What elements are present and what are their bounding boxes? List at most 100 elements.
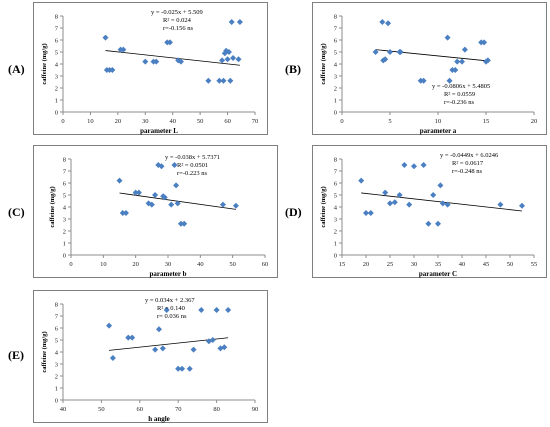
x-tick-label: 50 [229, 261, 236, 268]
data-point [372, 49, 379, 55]
data-point [367, 210, 374, 216]
data-point [435, 220, 441, 227]
x-tick-label: 30 [411, 261, 418, 268]
x-tick-label: 40 [197, 261, 204, 268]
y-tick-label: 2 [334, 229, 337, 236]
y-tick-label: 4 [334, 205, 338, 212]
r-squared-label: R² = 0.0617 [452, 160, 484, 167]
data-point [439, 200, 446, 207]
y-tick-label: 3 [334, 74, 337, 81]
data-point [420, 162, 427, 168]
data-point [135, 189, 142, 196]
r-squared-label: R² = 0.024 [163, 17, 192, 24]
data-point [452, 67, 459, 73]
x-tick-label: 20 [132, 261, 139, 268]
y-axis-label: caffeine (mg/g) [41, 43, 48, 84]
y-tick-label: 3 [334, 217, 337, 224]
x-tick-label: 45 [483, 261, 490, 268]
y-tick-label: 0 [55, 398, 58, 405]
y-tick-label: 6 [334, 38, 338, 45]
y-tick-label: 1 [334, 98, 337, 105]
data-point [102, 34, 109, 41]
data-point [161, 194, 168, 201]
data-point [129, 334, 136, 341]
y-tick-label: 5 [334, 50, 337, 57]
data-point [158, 163, 165, 170]
y-tick-label: 1 [334, 241, 337, 248]
y-tick-label: 1 [55, 98, 58, 105]
data-point [213, 307, 220, 313]
y-tick-label: 8 [334, 14, 337, 21]
y-tick-label: 6 [334, 181, 338, 188]
data-point [168, 201, 175, 208]
data-point [219, 201, 226, 208]
r-squared-label: R² = 0.0559 [444, 91, 475, 98]
y-tick-label: 0 [334, 110, 337, 117]
data-point [116, 177, 123, 184]
y-tick-label: 7 [334, 169, 338, 176]
x-tick-label: 55 [531, 261, 538, 268]
x-tick-label: 20 [363, 261, 370, 268]
y-tick-label: 3 [55, 74, 58, 81]
y-tick-label: 6 [55, 326, 59, 333]
panel-label-a: (A) [8, 62, 25, 76]
x-tick-label: 20 [531, 118, 538, 125]
panel-label-d: (D) [285, 205, 302, 219]
regression-equation: y = -0.025x + 5.509 [151, 9, 203, 16]
data-point [420, 77, 427, 84]
data-point [109, 67, 116, 73]
y-tick-label: 8 [63, 157, 66, 164]
data-point [519, 202, 525, 209]
data-point [382, 189, 389, 196]
data-point [177, 58, 184, 65]
y-tick-label: 1 [55, 386, 58, 393]
data-point [106, 322, 113, 329]
y-tick-label: 1 [63, 241, 66, 248]
data-point [205, 77, 212, 84]
data-point [385, 20, 392, 27]
data-point [430, 192, 437, 198]
chart-caffeine-vs-parameter-b: 0 1 2 3 4 5 6 7 8 0 10 20 30 40 50 60 parameter b caffein… [33, 145, 278, 278]
data-point [216, 77, 223, 84]
panel-label-c: (C) [8, 205, 25, 219]
chart-frame [33, 290, 268, 423]
y-axis-label: caffeine (mg/g) [320, 43, 327, 84]
data-point [166, 39, 173, 46]
data-point [217, 345, 224, 352]
data-point [437, 182, 444, 189]
data-point [152, 192, 159, 198]
data-point [459, 58, 465, 65]
x-tick-label: 40 [60, 406, 67, 413]
data-point [225, 49, 232, 55]
regression-equation: y = -0.0449x + 6.0246 [440, 152, 499, 159]
y-tick-label: 2 [55, 86, 58, 93]
x-tick-label: 30 [142, 118, 149, 125]
data-point [232, 202, 239, 209]
data-point [224, 56, 231, 63]
chart-caffeine-vs-h-angle: 0 1 2 3 4 5 6 7 8 40 50 60 70 80 90 h angle caffeine (mg… [33, 290, 268, 423]
x-tick-label: 0 [69, 261, 72, 268]
correlation-label: r=-0.236 ns [444, 99, 474, 106]
regression-equation: y = 0.034x + 2.367 [145, 297, 195, 304]
correlation-label: r=-0.156 ns [163, 25, 193, 32]
data-point [148, 201, 155, 208]
x-tick-label: 0 [61, 118, 64, 125]
data-point [444, 201, 451, 208]
data-point [497, 201, 504, 208]
y-tick-label: 0 [334, 253, 337, 260]
regression-equation: y = -0.0806x + 5.4805 [432, 83, 490, 90]
data-point [186, 365, 193, 372]
data-point [221, 344, 228, 351]
x-tick-label: 70 [175, 406, 182, 413]
data-point [444, 34, 451, 41]
x-tick-label: 0 [340, 118, 343, 125]
x-tick-label: 60 [137, 406, 144, 413]
y-tick-label: 3 [55, 362, 58, 369]
y-axis-label: caffeine (mg/g) [41, 331, 48, 372]
data-point [152, 346, 159, 353]
panel-label-e: (E) [8, 348, 24, 362]
chart-frame [312, 2, 547, 135]
y-tick-label: 7 [55, 314, 59, 321]
data-point [119, 210, 126, 216]
